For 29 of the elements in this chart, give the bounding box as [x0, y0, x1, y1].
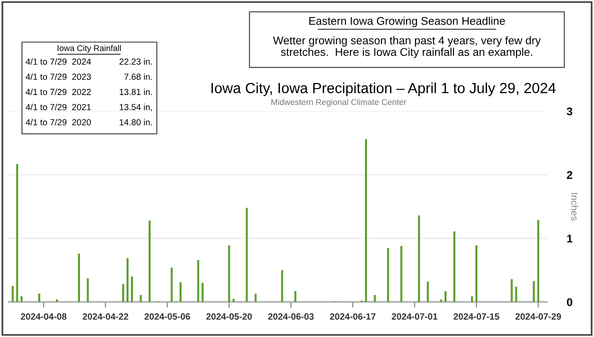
x-tick-label: 2024-06-17	[330, 313, 376, 320]
text: 4/1 to 7/29 2022	[26, 88, 91, 96]
y-tick-label: 3	[566, 107, 572, 116]
text: Wetter growing season than past 4 years, very few dry stretches. Here is Iowa City rainfall as an example.	[273, 36, 541, 58]
y-tick-label: 0	[566, 298, 572, 306]
annotation: 4/1 to 7/29 2020	[26, 118, 91, 126]
annotation: 14.80 in.	[120, 118, 152, 126]
y-tick-label: 2	[566, 171, 572, 179]
text: 4/1 to 7/29 2023	[26, 73, 91, 80]
text: Eastern Iowa Growing Season Headline	[309, 16, 505, 28]
x-tick-label: 2024-05-20	[206, 313, 252, 320]
x-tick-label: 2024-06-03	[268, 313, 314, 320]
text: 4/1 to 7/29 2024	[26, 58, 91, 65]
y-tick-label: 1	[567, 234, 572, 242]
text: 4/1 to 7/29 2021	[26, 104, 91, 110]
annotation: 13.54 in,	[120, 104, 152, 112]
text: 13.81 in.	[120, 88, 152, 96]
x-tick-label: 2024-07-01	[392, 313, 438, 320]
x-tick-label: 2024-04-22	[82, 313, 128, 320]
text: 7.68 in.	[124, 73, 152, 80]
x-tick-label: 2024-05-06	[144, 313, 190, 320]
text: 22.23 in.	[120, 58, 152, 65]
chart-subtitle: Midwestern Regional Climate Center	[271, 98, 406, 107]
x-tick-label: 2024-07-29	[515, 313, 561, 320]
y-axis-title: Inches	[571, 193, 578, 221]
chart-title: Iowa City, Iowa Precipitation – April 1 to July 29, 2024	[212, 82, 556, 96]
x-tick-label: 2024-07-15	[454, 313, 500, 320]
text: Iowa City Rainfall	[58, 44, 121, 53]
x-tick-label: 2024-04-08	[20, 313, 66, 320]
